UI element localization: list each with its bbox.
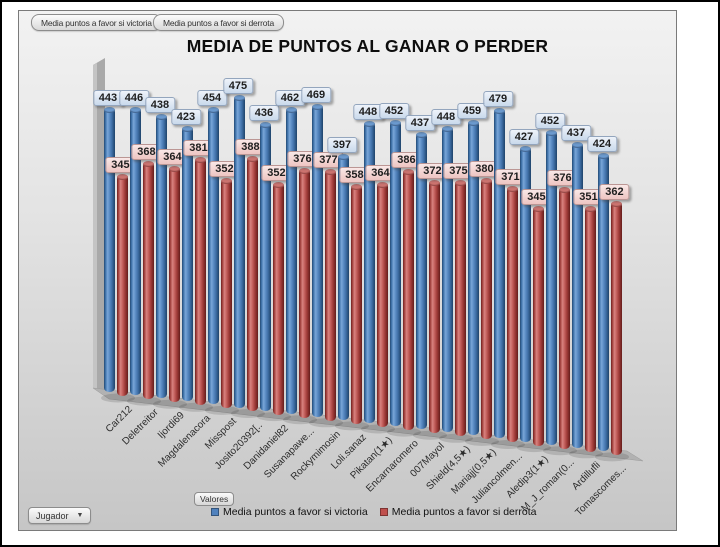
column-victoria (312, 103, 323, 417)
data-label-victoria: 423 (170, 108, 202, 125)
plot-left-wall-highlight (93, 63, 97, 389)
chart-panel: Media puntos a favor si victoria Media p… (18, 10, 677, 531)
column-victoria (156, 114, 167, 399)
bar-shadow (439, 433, 473, 443)
data-label-derrota: 364 (157, 148, 188, 165)
column-derrota (272, 181, 284, 415)
data-label-victoria: 475 (222, 78, 254, 94)
data-label-derrota: 362 (599, 183, 630, 200)
pivot-filter-derrota-button[interactable]: Media puntos a favor si derrota (153, 14, 284, 31)
data-label-victoria: 424 (586, 136, 618, 153)
column-victoria (338, 153, 349, 420)
chart-plot-area: 443 345 Car212 446 368 Deletreitor 438 364 Ijord… (19, 11, 678, 532)
data-label-derrota: 345 (105, 157, 136, 174)
data-label-victoria: 436 (248, 105, 280, 122)
column-derrota (298, 167, 310, 418)
data-label-victoria: 446 (118, 90, 150, 107)
legend-label: Media puntos a favor si victoria (223, 506, 368, 518)
column-derrota (116, 174, 128, 396)
data-label-victoria: 452 (378, 103, 410, 120)
column-victoria (468, 120, 479, 436)
column-victoria (598, 153, 609, 451)
column-derrota (428, 180, 440, 434)
column-derrota (376, 181, 388, 427)
data-label-derrota: 345 (521, 189, 552, 206)
column-victoria (208, 107, 219, 405)
data-label-victoria: 437 (404, 114, 436, 131)
axis-field-button[interactable]: Jugador ▼ (28, 507, 92, 524)
column-victoria (494, 108, 505, 439)
data-label-victoria: 454 (196, 90, 228, 107)
column-derrota (480, 178, 492, 440)
legend-swatch-derrota (379, 508, 388, 516)
column-victoria (260, 122, 271, 411)
values-field-button[interactable]: Valores (194, 492, 235, 506)
bar-shadow (179, 402, 213, 412)
data-label-derrota: 381 (183, 139, 214, 156)
column-victoria (286, 106, 297, 414)
column-victoria (364, 121, 375, 423)
data-label-victoria: 459 (456, 103, 488, 120)
bar-shadow (231, 409, 265, 418)
bar-shadow (491, 440, 525, 449)
column-victoria (130, 107, 141, 396)
data-label-victoria: 448 (352, 104, 384, 121)
column-victoria (520, 145, 531, 442)
column-victoria (572, 142, 583, 448)
data-label-victoria: 438 (144, 97, 176, 114)
column-derrota (142, 161, 154, 400)
bar-shadow (205, 405, 239, 415)
column-derrota (558, 186, 570, 449)
data-label-derrota: 352 (261, 164, 292, 181)
legend-swatch-victoria (211, 508, 219, 516)
column-victoria (416, 131, 427, 430)
column-derrota (324, 168, 336, 421)
legend-label: Media puntos a favor si derrota (391, 506, 537, 518)
bar-shadow (465, 436, 499, 446)
dropdown-arrow-icon: ▼ (76, 512, 84, 519)
data-label-victoria: 397 (326, 136, 358, 153)
legend-item-derrota: Media puntos a favor si derrota (379, 506, 537, 518)
data-label-victoria: 469 (300, 86, 332, 103)
column-victoria (546, 130, 557, 445)
data-label-victoria: 452 (534, 113, 566, 130)
data-label-victoria: 437 (560, 125, 592, 142)
column-derrota (220, 177, 232, 409)
column-derrota (402, 168, 414, 431)
column-derrota (194, 156, 206, 406)
legend-item-victoria: Media puntos a favor si victoria (211, 506, 368, 518)
column-derrota (246, 156, 258, 412)
data-label-derrota: 352 (209, 160, 240, 177)
column-derrota (506, 186, 518, 443)
data-label-derrota: 376 (547, 169, 578, 186)
column-victoria (390, 120, 401, 427)
column-derrota (350, 183, 362, 424)
data-label-victoria: 462 (274, 89, 306, 106)
data-label-derrota: 364 (365, 164, 396, 181)
axis-field-label: Jugador (36, 510, 69, 521)
column-derrota (532, 206, 544, 446)
column-derrota (168, 165, 180, 403)
data-label-victoria: 427 (508, 128, 540, 145)
column-derrota (610, 200, 622, 455)
column-derrota (584, 206, 596, 452)
data-label-derrota: 351 (573, 189, 604, 206)
data-label-victoria: 443 (92, 90, 124, 107)
column-victoria (182, 125, 193, 402)
column-victoria (104, 107, 115, 392)
legend: Media puntos a favor si victoria Media pu… (211, 506, 536, 518)
data-label-derrota: 388 (235, 139, 266, 156)
column-victoria (442, 126, 453, 433)
column-derrota (454, 179, 466, 437)
data-label-victoria: 479 (482, 91, 514, 108)
column-victoria (234, 95, 245, 408)
chart-title: MEDIA DE PUNTOS AL GANAR O PERDER (186, 36, 549, 56)
